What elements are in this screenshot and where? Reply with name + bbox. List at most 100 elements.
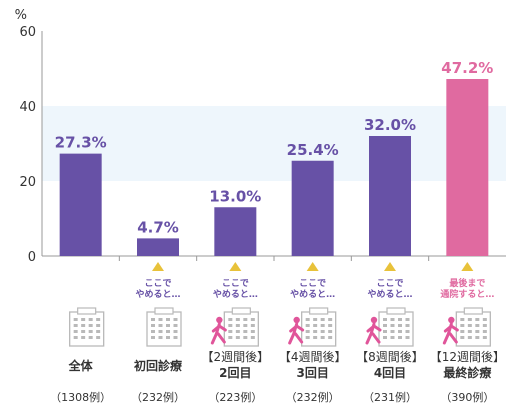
building-window	[81, 324, 86, 327]
person-head	[293, 316, 300, 324]
building-window	[73, 330, 78, 333]
building-window	[73, 324, 78, 327]
building-window	[405, 330, 410, 333]
building-window	[88, 336, 93, 339]
building-window	[328, 318, 333, 321]
building-window	[305, 330, 310, 333]
y-tick-label: 60	[19, 25, 36, 40]
bar-note: ここで	[222, 278, 249, 289]
up-arrow-icon	[306, 262, 319, 271]
person-head	[216, 316, 223, 324]
building-window	[482, 318, 487, 321]
building-window	[243, 318, 248, 321]
building-window	[460, 330, 465, 333]
building-window	[398, 330, 402, 333]
walking-person-building-icon	[442, 307, 491, 347]
building-window	[467, 330, 472, 333]
building-window	[235, 318, 240, 321]
up-arrow-icon	[384, 262, 396, 271]
bar-value-label: 4.7%	[137, 218, 179, 236]
building-window	[158, 336, 163, 339]
building-window	[88, 318, 93, 321]
building-window	[320, 330, 325, 333]
bar-note: ここで	[144, 278, 171, 289]
bar	[369, 136, 411, 256]
building-window	[305, 318, 310, 321]
building-window	[166, 330, 170, 333]
building-window	[320, 318, 325, 321]
building-window	[81, 336, 86, 339]
building-sign	[154, 307, 174, 315]
category-label: 2回目	[219, 366, 251, 380]
bar-note: やめると…	[135, 289, 180, 300]
building-window	[151, 318, 155, 321]
building-window	[482, 336, 487, 339]
category-count-label: （232例）	[286, 390, 340, 404]
building-window	[173, 318, 178, 321]
building-window	[166, 324, 170, 327]
building-window	[383, 318, 387, 321]
building-window	[313, 318, 318, 321]
building-window	[383, 336, 387, 339]
building-window	[383, 330, 387, 333]
bar	[59, 153, 102, 256]
category-count-label: （390例）	[440, 390, 494, 404]
category-count-label: （223例）	[208, 390, 262, 404]
building-window	[151, 324, 155, 327]
building-window	[467, 336, 472, 339]
building-window	[313, 324, 318, 327]
building-window	[467, 318, 472, 321]
building-window	[250, 324, 255, 327]
building-window	[313, 336, 318, 339]
y-tick-label: 0	[28, 250, 36, 265]
building-window	[250, 318, 255, 321]
building-window	[475, 324, 480, 327]
building-sign	[386, 307, 406, 315]
building-window	[235, 330, 240, 333]
category-period-label: 【12週間後】	[430, 350, 505, 364]
building-icon	[146, 307, 182, 347]
bar	[291, 160, 334, 256]
building-window	[173, 324, 178, 327]
building-outline	[223, 311, 259, 347]
bar-note: やめると…	[290, 289, 335, 300]
building-window	[482, 324, 487, 327]
category-label: 最終診療	[443, 365, 491, 380]
building-window	[228, 318, 233, 321]
bar	[137, 238, 179, 256]
building-outline	[378, 311, 414, 347]
y-unit-label: %	[15, 8, 27, 23]
building-window	[96, 336, 101, 339]
building-window	[96, 324, 101, 327]
bar	[446, 79, 489, 256]
building-icon	[69, 307, 105, 347]
building-window	[475, 318, 480, 321]
category-period-label: 【4週間後】	[279, 350, 347, 364]
building-window	[405, 336, 410, 339]
building-window	[305, 324, 310, 327]
building-window	[328, 330, 333, 333]
building-sign	[231, 307, 251, 315]
bar	[214, 207, 257, 256]
category-period-label: 【8週間後】	[356, 350, 424, 364]
building-window	[390, 330, 395, 333]
category-period-label: 【2週間後】	[202, 350, 270, 364]
person-body	[288, 322, 305, 345]
building-window	[405, 318, 410, 321]
building-window	[73, 318, 78, 321]
person-head	[448, 316, 455, 324]
building-window	[96, 330, 101, 333]
bar-note: ここで	[299, 278, 326, 289]
building-window	[173, 330, 178, 333]
building-window	[475, 336, 480, 339]
building-window	[328, 324, 333, 327]
building-window	[390, 336, 395, 339]
y-tick-label: 40	[19, 100, 36, 115]
building-window	[173, 336, 178, 339]
building-window	[467, 324, 472, 327]
building-window	[383, 324, 387, 327]
building-window	[250, 330, 255, 333]
building-window	[151, 330, 155, 333]
building-window	[460, 324, 465, 327]
building-window	[158, 330, 163, 333]
